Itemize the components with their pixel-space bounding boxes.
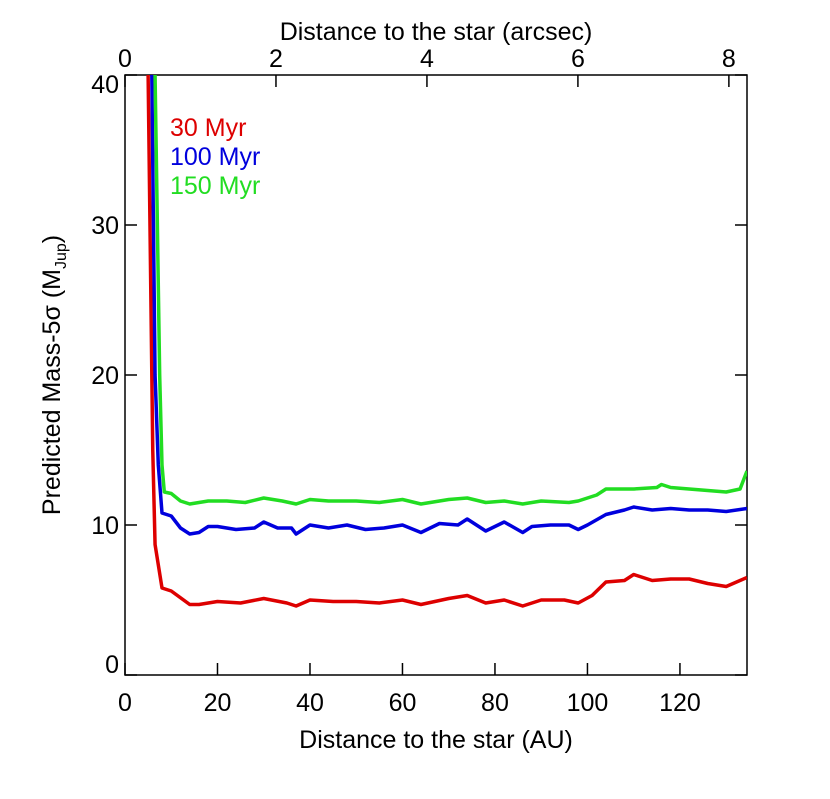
y-tick-label: 30 (91, 212, 119, 240)
x-tick-label: 80 (481, 689, 509, 717)
x-axis-label: Distance to the star (AU) (299, 726, 573, 754)
y-label-end: ) (38, 235, 66, 243)
lines (146, 75, 747, 608)
x2-tick-label: 4 (420, 45, 434, 73)
y-tick-label: 10 (91, 512, 119, 540)
series-line (153, 75, 747, 506)
x2-tick-label: 6 (571, 45, 585, 73)
y-tick-label: 0 (105, 651, 119, 679)
legend-label: 30 Myr (170, 114, 246, 142)
x2-tick-label: 0 (118, 45, 132, 73)
series-line (150, 75, 747, 536)
y-tick-label: 20 (91, 362, 119, 390)
x2-tick-label: 2 (269, 45, 283, 73)
legend-label: 100 Myr (170, 143, 260, 171)
x-tick-label: 60 (389, 689, 417, 717)
legend-label: 150 Myr (170, 172, 260, 200)
x2-axis-label: Distance to the star (arcsec) (280, 18, 593, 46)
y-label-main: Predicted Mass-5σ (M (38, 269, 66, 515)
x2-tick-label: 8 (722, 45, 736, 73)
x-tick-label: 40 (296, 689, 324, 717)
series-line (146, 75, 747, 608)
y-tick-label: 40 (91, 71, 119, 99)
y-label-sub: Jup (53, 243, 70, 269)
x-tick-label: 120 (659, 689, 701, 717)
x-tick-label: 100 (567, 689, 609, 717)
x-tick-label: 0 (118, 689, 132, 717)
y-axis-label: Predicted Mass-5σ (MJup) (38, 235, 70, 515)
x-tick-label: 20 (204, 689, 232, 717)
